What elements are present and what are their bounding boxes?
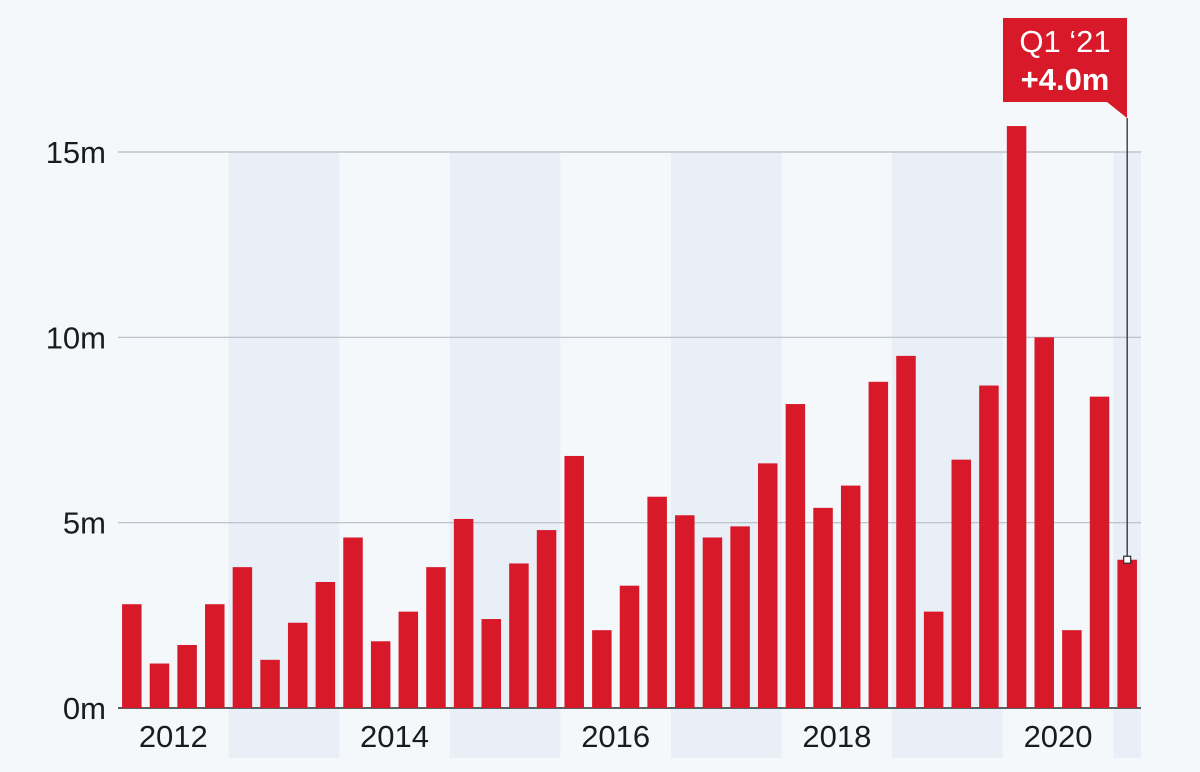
y-tick-label: 5m — [63, 506, 106, 541]
bar — [647, 496, 667, 708]
bar — [730, 526, 750, 708]
bar — [426, 567, 446, 708]
bar — [343, 537, 363, 708]
bar — [564, 455, 584, 708]
bar — [592, 630, 612, 708]
y-tick-label: 0m — [63, 691, 106, 726]
bars — [122, 126, 1137, 708]
bar — [951, 459, 972, 708]
bar — [896, 355, 916, 708]
bar — [813, 507, 833, 708]
bar — [481, 619, 502, 708]
bar — [757, 463, 778, 708]
bar — [923, 611, 944, 708]
callout-marker — [1123, 555, 1132, 564]
y-tick-label: 15m — [46, 135, 106, 170]
bar — [1034, 337, 1054, 708]
bar — [840, 485, 861, 708]
bar — [177, 644, 197, 708]
callout-box — [1003, 18, 1127, 118]
bar — [149, 663, 170, 708]
y-tick-label: 10m — [46, 320, 106, 355]
bar — [509, 563, 529, 708]
y-axis-labels: 0m 5m 10m 15m — [46, 135, 106, 726]
bar — [785, 404, 806, 708]
callout-value-label: +4.0m — [1021, 62, 1110, 97]
x-tick-label: 2012 — [139, 719, 208, 754]
bar — [702, 537, 723, 708]
bar — [370, 641, 391, 708]
bar — [398, 611, 419, 708]
bar — [453, 518, 474, 708]
annotation-callout: Q1 ‘21+4.0m — [1003, 18, 1132, 564]
bar — [205, 604, 225, 708]
x-tick-label: 2014 — [360, 719, 429, 754]
bar — [122, 604, 142, 708]
x-tick-label: 2016 — [581, 719, 650, 754]
x-axis-labels: 2012 2014 2016 2018 2020 — [139, 719, 1093, 754]
x-tick-label: 2020 — [1024, 719, 1093, 754]
callout-period-label: Q1 ‘21 — [1019, 24, 1110, 59]
bar — [619, 585, 640, 708]
bar — [868, 381, 889, 708]
bar — [1089, 396, 1110, 708]
bar — [536, 530, 557, 708]
x-tick-label: 2018 — [802, 719, 871, 754]
bar — [1117, 559, 1137, 708]
bar — [315, 581, 336, 708]
bar — [232, 567, 253, 708]
bar — [675, 515, 695, 708]
bar — [979, 385, 999, 708]
bar — [287, 622, 308, 708]
bar — [1062, 630, 1082, 708]
bar — [260, 659, 280, 708]
bar — [1006, 126, 1027, 708]
